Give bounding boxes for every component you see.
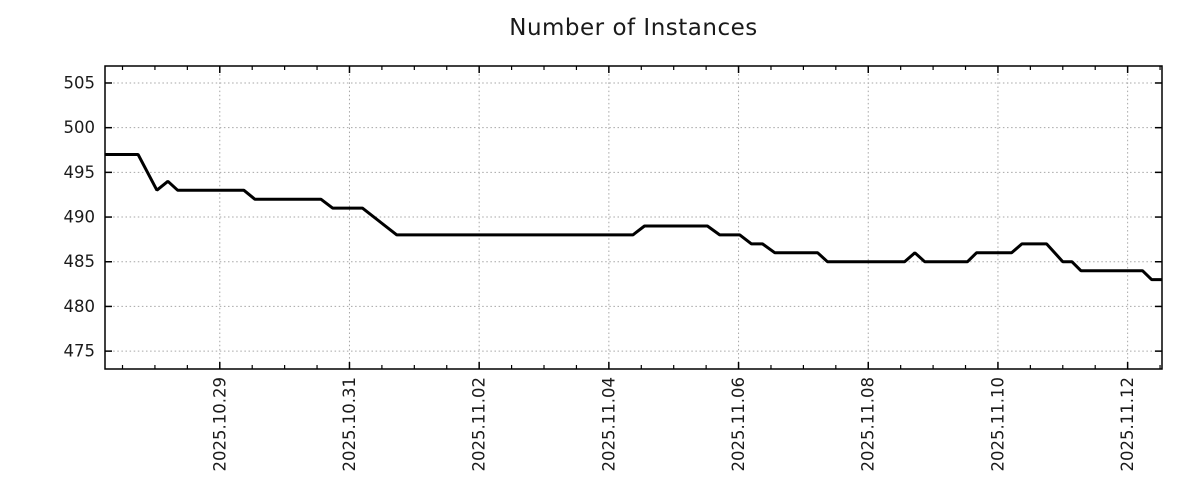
y-tick-label: 505 (64, 73, 96, 92)
x-tick-label: 2025.10.31 (340, 377, 359, 471)
x-tick-label: 2025.11.12 (1118, 377, 1137, 471)
x-tick-label: 2025.11.02 (470, 377, 489, 471)
x-tick-label: 2025.11.04 (599, 377, 618, 471)
y-tick-label: 485 (64, 252, 96, 271)
y-tick-label: 500 (64, 118, 96, 137)
y-tick-label: 475 (64, 342, 96, 361)
x-tick-label: 2025.10.29 (210, 377, 229, 471)
x-tick-label: 2025.11.10 (988, 377, 1007, 471)
x-tick-label: 2025.11.08 (859, 377, 878, 471)
y-tick-label: 495 (64, 163, 96, 182)
series-line-instances (105, 153, 1162, 282)
y-tick-label: 490 (64, 208, 96, 227)
x-tick-label: 2025.11.06 (729, 377, 748, 471)
y-tick-label: 480 (64, 297, 96, 316)
chart-title: Number of Instances (509, 15, 758, 41)
